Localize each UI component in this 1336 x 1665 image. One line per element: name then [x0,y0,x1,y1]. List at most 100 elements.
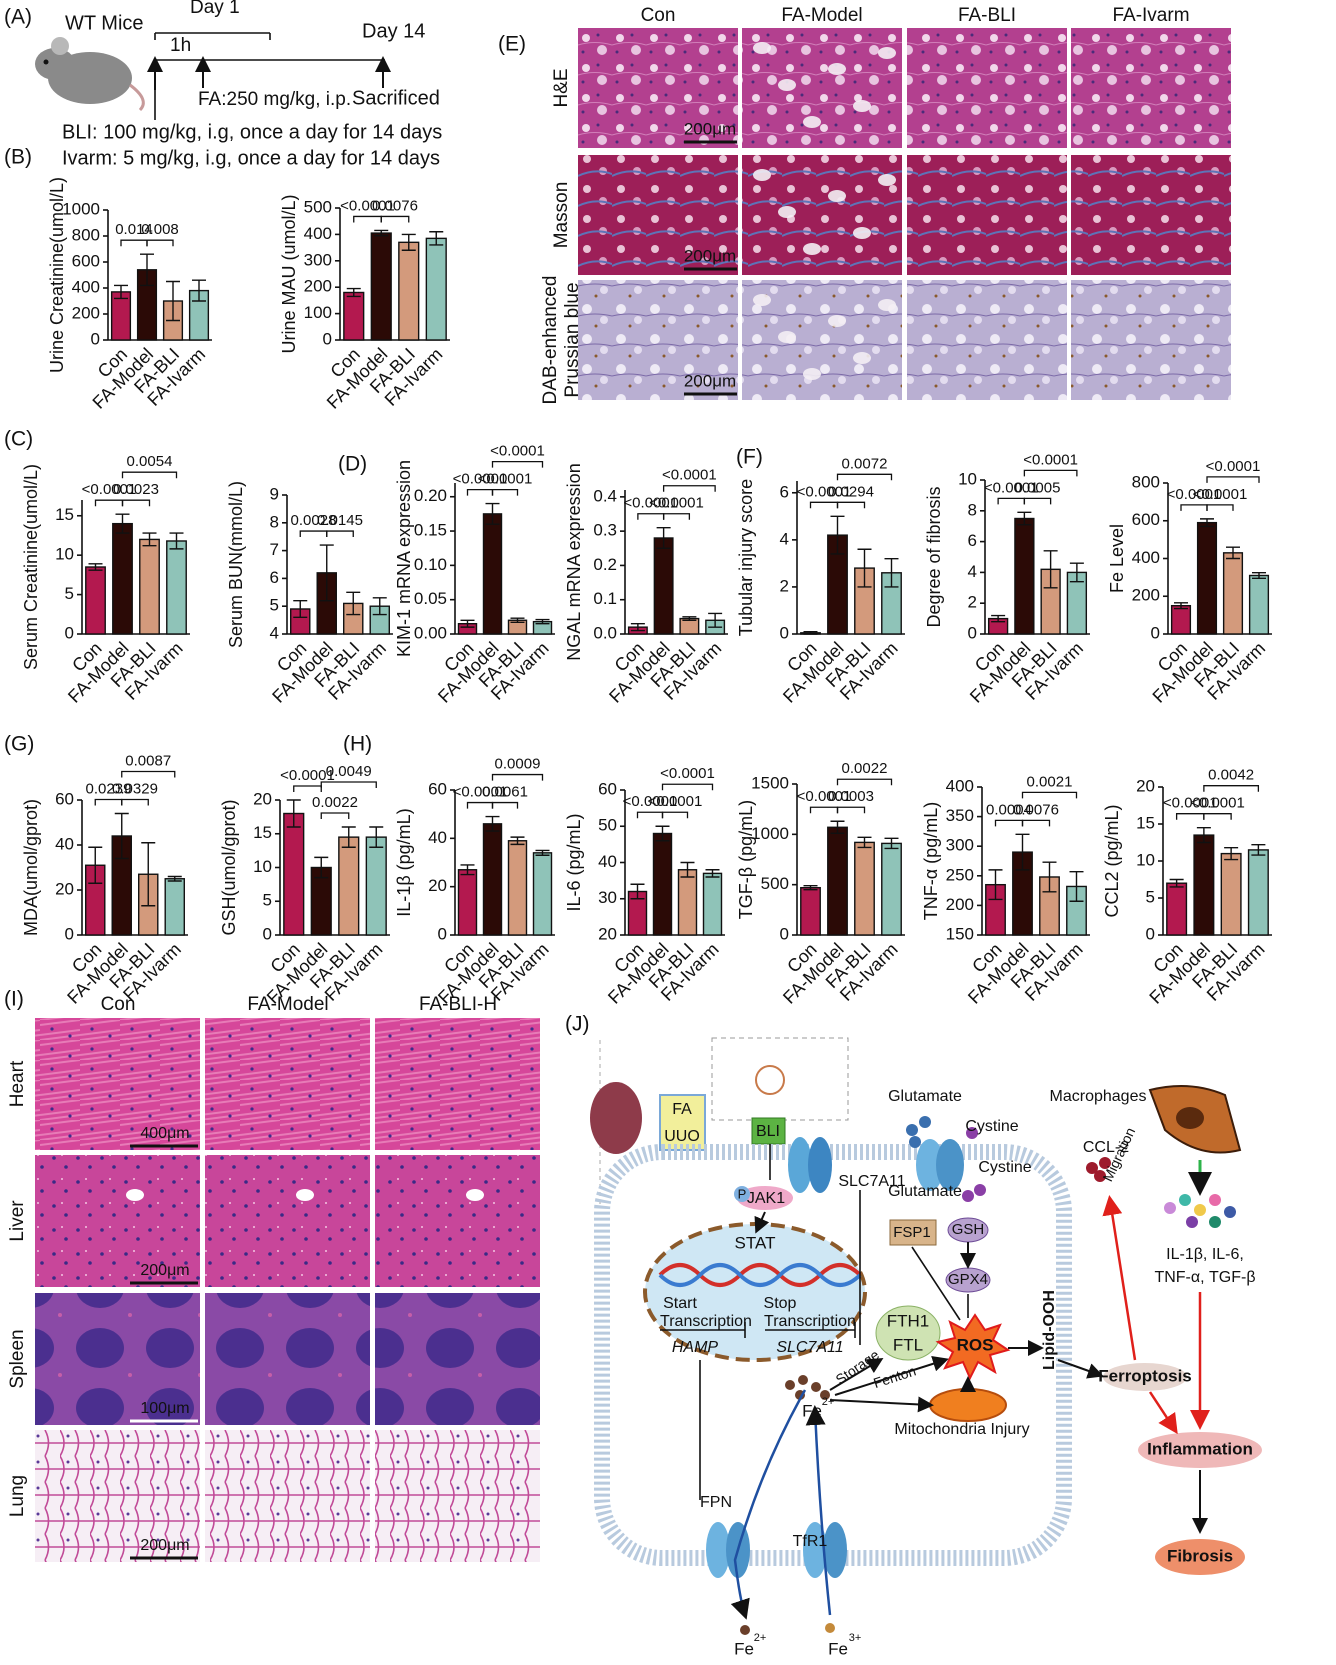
y-tick-label: 20 [55,879,74,898]
error-bar [1226,546,1240,560]
significance-bracket [661,783,714,791]
y-tick-label: 0 [1146,924,1155,943]
p-value: 0.0022 [312,794,358,811]
error-bar [1224,846,1239,861]
y-tick-label: 0.1 [593,589,617,608]
y-axis-label: TGF-β (pg/mL) [736,800,756,919]
y-tick-label: 300 [946,836,974,855]
diagram-label: Fibrosis [1167,1546,1233,1565]
y-tick-label: 0 [438,924,447,943]
panel-label: (E) [498,33,526,56]
diagram-label: P [738,1186,747,1201]
significance-bracket [662,485,716,492]
error-bar [708,612,723,628]
lesion [878,47,896,59]
micrograph [205,1155,370,1287]
y-tick-label: 400 [1132,548,1160,567]
error-bar [429,231,444,246]
error-bar [314,856,329,879]
y-tick-label: 20 [1136,776,1155,795]
error-bar [341,826,356,848]
error-bar [630,623,645,632]
y-tick-label: 0.4 [593,486,617,505]
p-value: <0.0001 [1167,486,1222,503]
error-bar [1174,602,1188,610]
significance-bracket [293,785,322,792]
bar [653,537,674,635]
bar [139,538,160,635]
bar [457,869,478,936]
y-axis-label: Serum BUN(mmol/L) [226,481,246,648]
error-bar [988,869,1003,901]
micrograph [375,1430,540,1562]
error-bar [169,532,184,550]
significance-bracket [636,811,664,819]
p-value: <0.0001 [82,481,137,498]
diagram-label: HAMP [672,1339,719,1356]
y-tick-label: 6 [968,531,977,550]
bar [532,852,553,936]
protocol-text: Sacrificed [352,87,440,109]
significance-bracket [320,781,377,788]
diagram-label: SLC7A11 [776,1339,843,1356]
y-tick-label: 1000 [62,199,100,218]
panel-label: (D) [338,453,367,476]
y-axis-label: IL-1β (pg/mL) [394,808,414,916]
y-tick-label: 8 [968,500,977,519]
column-header: FA-BLI [958,5,1016,26]
significance-bracket [121,798,149,806]
p-value: 0.014 [115,221,153,238]
y-tick-label: 600 [72,251,100,270]
y-tick-label: 15 [55,505,74,524]
significance-bracket [1203,785,1260,792]
column-header: FA-BLI-H [419,994,497,1015]
bar [507,840,528,936]
error-bar [1251,844,1266,856]
y-tick-label: 400 [946,776,974,795]
p-value: <0.0001 [478,471,533,488]
significance-bracket [491,801,519,809]
y-tick-label: 20 [598,924,617,943]
diagram-label: FSP1 [893,1224,931,1241]
diagram-label: CCL-2 [1083,1139,1129,1156]
y-tick-label: 6 [270,568,279,587]
significance-bracket [809,806,839,814]
diagram-label: GPX4 [948,1271,988,1288]
significance-bracket [491,460,544,468]
scale-bar-label: 200μm [140,1537,189,1554]
column-header: FA-Model [781,5,862,26]
significance-bracket [491,488,519,496]
y-tick-label: 8 [270,512,279,531]
column-header: FA-Ivarm [1112,5,1189,26]
lesion [828,315,846,327]
significance-bracket [299,530,328,538]
significance-bracket [121,471,178,479]
lesion [803,368,821,380]
y-tick-label: 0 [780,623,789,642]
error-bar [372,597,387,616]
p-value: <0.0001 [797,788,852,805]
bar [1220,852,1242,936]
column-header: Con [641,5,676,26]
error-bar [1169,878,1184,888]
bar [164,878,185,936]
y-tick-label: 400 [304,224,332,243]
error-bar [1015,833,1030,871]
bar [1014,517,1035,635]
significance-bracket [320,812,350,819]
panel-label: (C) [4,428,33,451]
y-axis-label: GSH(umol/gprot) [219,799,239,935]
error-bar [141,842,156,907]
y-tick-label: 5 [270,596,279,615]
error-bar [884,557,899,588]
micrograph [578,28,738,148]
diagram-label: SLC7A11 [838,1173,905,1190]
y-axis-label: Urine Creatinine(umol/L) [47,177,67,373]
y-tick-label: 30 [598,888,617,907]
p-value: <0.0001 [662,467,717,484]
protocol-text: BLI: 100 mg/kg, i.g, once a day for 14 d… [62,121,442,143]
p-value: 0.0145 [317,512,363,529]
error-bar [140,253,154,287]
error-bar [1043,550,1058,589]
significance-bracket [809,501,839,509]
